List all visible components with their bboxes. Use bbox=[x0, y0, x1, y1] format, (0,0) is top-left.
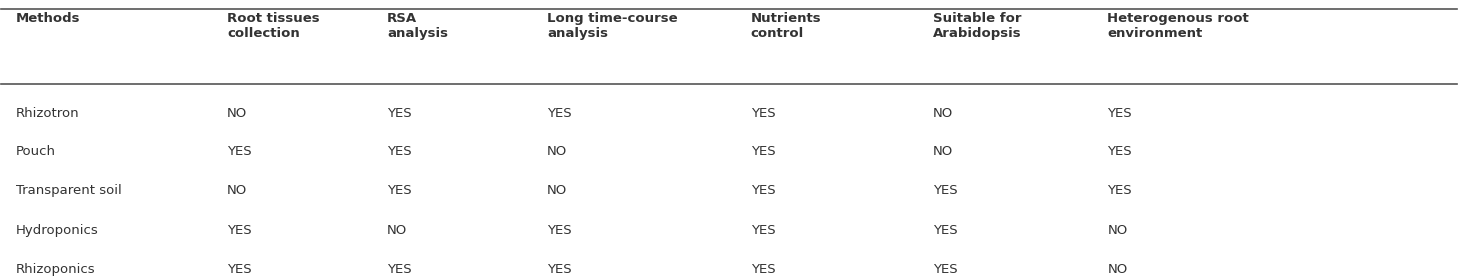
Text: YES: YES bbox=[547, 224, 572, 237]
Text: YES: YES bbox=[1108, 145, 1131, 158]
Text: Rhizoponics: Rhizoponics bbox=[16, 263, 96, 276]
Text: YES: YES bbox=[1108, 107, 1131, 120]
Text: YES: YES bbox=[227, 263, 252, 276]
Text: YES: YES bbox=[751, 263, 776, 276]
Text: YES: YES bbox=[751, 107, 776, 120]
Text: Long time-course
analysis: Long time-course analysis bbox=[547, 12, 678, 40]
Text: Rhizotron: Rhizotron bbox=[16, 107, 80, 120]
Text: Root tissues
collection: Root tissues collection bbox=[227, 12, 319, 40]
Text: NO: NO bbox=[1108, 263, 1127, 276]
Text: NO: NO bbox=[933, 145, 954, 158]
Text: NO: NO bbox=[933, 107, 954, 120]
Text: NO: NO bbox=[547, 145, 567, 158]
Text: YES: YES bbox=[386, 107, 411, 120]
Text: Transparent soil: Transparent soil bbox=[16, 184, 121, 197]
Text: YES: YES bbox=[933, 184, 958, 197]
Text: Methods: Methods bbox=[16, 12, 80, 25]
Text: YES: YES bbox=[933, 224, 958, 237]
Text: NO: NO bbox=[1108, 224, 1127, 237]
Text: YES: YES bbox=[386, 184, 411, 197]
Text: NO: NO bbox=[227, 184, 248, 197]
Text: YES: YES bbox=[751, 145, 776, 158]
Text: Hydroponics: Hydroponics bbox=[16, 224, 99, 237]
Text: YES: YES bbox=[227, 145, 252, 158]
Text: NO: NO bbox=[227, 107, 248, 120]
Text: YES: YES bbox=[751, 184, 776, 197]
Text: Nutrients
control: Nutrients control bbox=[751, 12, 821, 40]
Text: YES: YES bbox=[751, 224, 776, 237]
Text: NO: NO bbox=[547, 184, 567, 197]
Text: Heterogenous root
environment: Heterogenous root environment bbox=[1108, 12, 1250, 40]
Text: YES: YES bbox=[547, 263, 572, 276]
Text: YES: YES bbox=[933, 263, 958, 276]
Text: RSA
analysis: RSA analysis bbox=[386, 12, 448, 40]
Text: Suitable for
Arabidopsis: Suitable for Arabidopsis bbox=[933, 12, 1022, 40]
Text: YES: YES bbox=[1108, 184, 1131, 197]
Text: NO: NO bbox=[386, 224, 407, 237]
Text: YES: YES bbox=[386, 145, 411, 158]
Text: YES: YES bbox=[227, 224, 252, 237]
Text: Pouch: Pouch bbox=[16, 145, 55, 158]
Text: YES: YES bbox=[386, 263, 411, 276]
Text: YES: YES bbox=[547, 107, 572, 120]
